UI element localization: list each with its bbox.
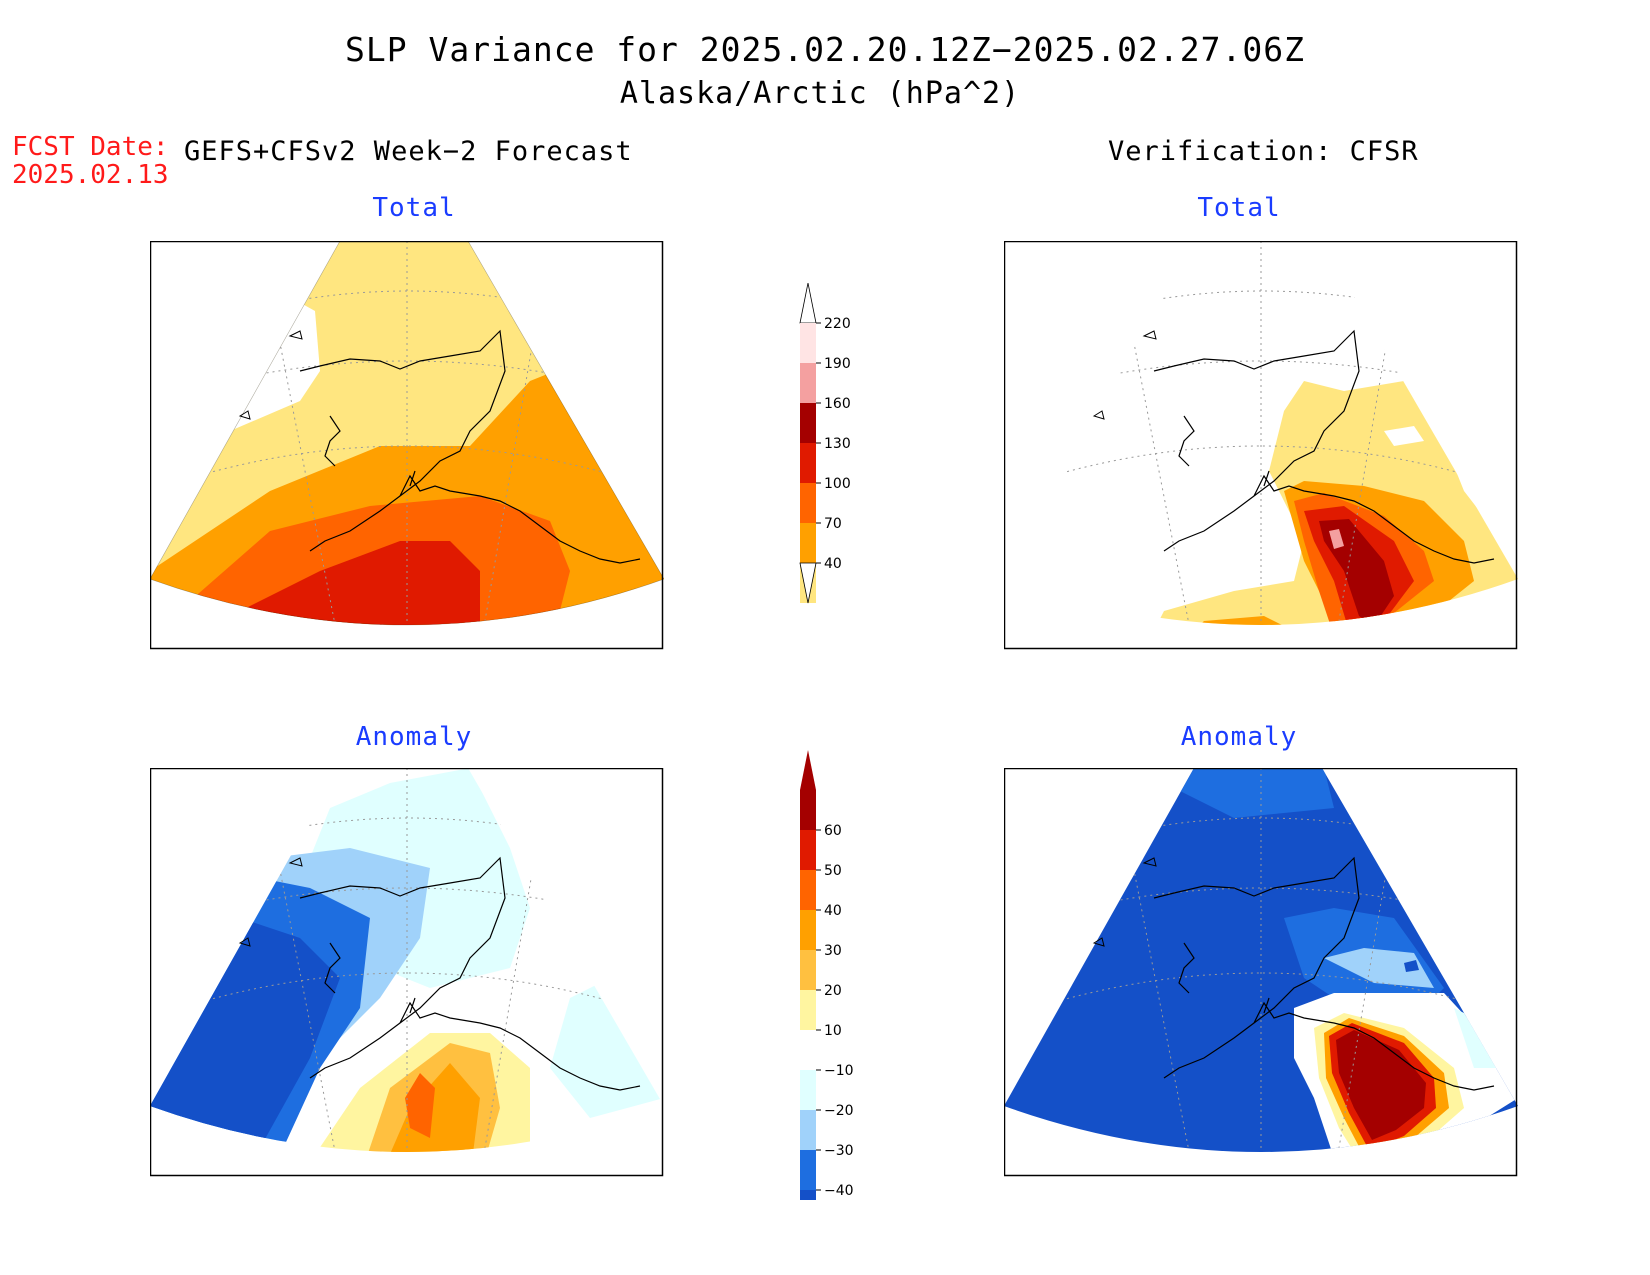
colorbar-tick-label: 70 bbox=[824, 516, 842, 532]
verification-anomaly-label: Anomaly bbox=[1180, 722, 1298, 752]
colorbar-swatch bbox=[800, 870, 816, 910]
colorbar-tick-label: −20 bbox=[824, 1103, 854, 1119]
colorbar-swatch bbox=[800, 1150, 816, 1190]
total-colorbar: 220 190 160 130 100 70 40 bbox=[790, 282, 870, 617]
forecast-anomaly-label: Anomaly bbox=[355, 722, 473, 752]
colorbar-bottom-triangle bbox=[799, 562, 817, 604]
colorbar-tick-label: 100 bbox=[824, 476, 851, 492]
colorbar-swatch bbox=[800, 523, 816, 563]
colorbar-swatch bbox=[800, 1030, 816, 1070]
colorbar-tick-label: 20 bbox=[824, 983, 842, 999]
colorbar-tick-label: −30 bbox=[824, 1143, 854, 1159]
colorbar-swatch bbox=[800, 910, 816, 950]
colorbar-swatch bbox=[800, 1190, 816, 1230]
colorbar-top-triangle bbox=[799, 282, 817, 324]
colorbar-tick-label: −40 bbox=[824, 1183, 854, 1199]
verification-header: Verification: CFSR bbox=[1108, 136, 1419, 167]
colorbar-tick-label: 130 bbox=[824, 436, 851, 452]
colorbar-tick-label: 40 bbox=[824, 556, 842, 572]
fcst-date-label: FCST Date: bbox=[12, 132, 169, 162]
colorbar-swatch bbox=[800, 990, 816, 1030]
colorbar-swatch bbox=[800, 790, 816, 830]
colorbar-swatch bbox=[800, 363, 816, 403]
colorbar-swatch bbox=[800, 323, 816, 363]
main-subtitle: Alaska/Arctic (hPa^2) bbox=[619, 76, 1021, 111]
colorbar-tick-label: 220 bbox=[824, 316, 851, 332]
forecast-anomaly-map bbox=[150, 768, 664, 1177]
forecast-total-label: Total bbox=[372, 193, 456, 223]
colorbar-swatch bbox=[800, 950, 816, 990]
verification-anomaly-map bbox=[1004, 768, 1518, 1177]
forecast-header: GEFS+CFSv2 Week−2 Forecast bbox=[184, 136, 633, 167]
colorbar-swatch bbox=[800, 830, 816, 870]
colorbar-swatch bbox=[800, 1070, 816, 1110]
colorbar-tick-label: 10 bbox=[824, 1023, 842, 1039]
verification-total-label: Total bbox=[1197, 193, 1281, 223]
colorbar-swatch bbox=[800, 483, 816, 523]
colorbar-tick-label: 30 bbox=[824, 943, 842, 959]
main-title: SLP Variance for 2025.02.20.12Z−2025.02.… bbox=[345, 30, 1305, 69]
colorbar-swatch bbox=[800, 1110, 816, 1150]
colorbar-tick-label: −10 bbox=[824, 1063, 854, 1079]
colorbar-tick-label: 60 bbox=[824, 823, 842, 839]
colorbar-tick-label: 50 bbox=[824, 863, 842, 879]
colorbar-tick-label: 40 bbox=[824, 903, 842, 919]
colorbar-swatch bbox=[800, 403, 816, 443]
colorbar-top-triangle bbox=[800, 750, 816, 790]
anomaly-colorbar: 60 50 40 30 20 10 −10 −20 −30 −40 bbox=[790, 750, 870, 1270]
colorbar-tick-label: 160 bbox=[824, 396, 851, 412]
fcst-date-value: 2025.02.13 bbox=[12, 160, 169, 190]
forecast-total-map bbox=[150, 241, 664, 650]
verification-total-map bbox=[1004, 241, 1518, 650]
colorbar-swatch bbox=[800, 443, 816, 483]
colorbar-tick-label: 190 bbox=[824, 356, 851, 372]
